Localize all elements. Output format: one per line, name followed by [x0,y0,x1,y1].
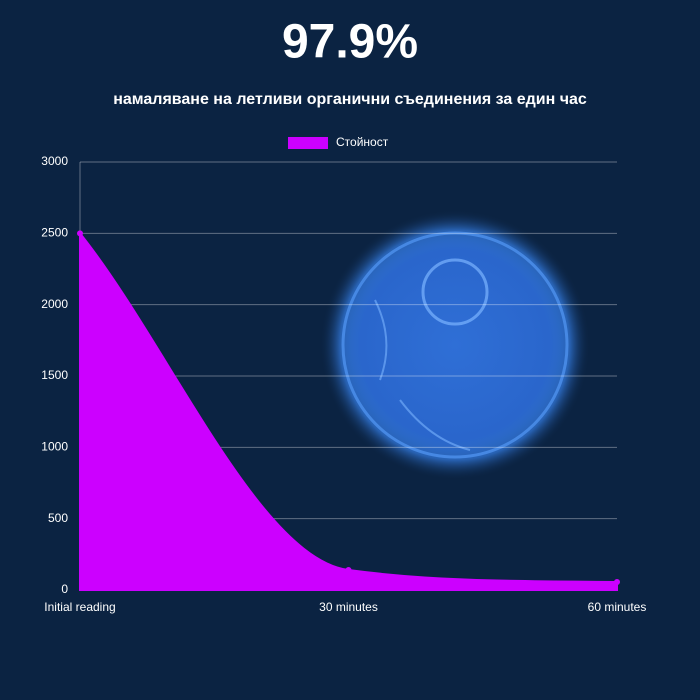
legend-swatch [288,137,328,149]
y-tick-label: 1000 [41,440,68,454]
chart-subtitle: намаляване на летливи органични съединен… [113,91,587,108]
x-tick-label: Initial reading [44,600,115,614]
y-tick-label: 2500 [41,226,68,240]
chart-title: 97.9% [282,16,418,69]
data-point [614,579,620,586]
y-tick-label: 2000 [41,297,68,311]
data-point [77,230,83,237]
y-tick-label: 3000 [41,154,68,168]
x-tick-label: 30 minutes [319,600,378,614]
y-tick-label: 500 [48,511,68,525]
legend: Стойност [288,135,389,149]
x-tick-label: 60 minutes [588,600,647,614]
sphere-illustration [320,210,590,480]
y-tick-label: 0 [61,582,68,596]
data-point [345,567,352,574]
y-tick-label: 1500 [41,368,68,382]
legend-label: Стойност [336,135,389,149]
